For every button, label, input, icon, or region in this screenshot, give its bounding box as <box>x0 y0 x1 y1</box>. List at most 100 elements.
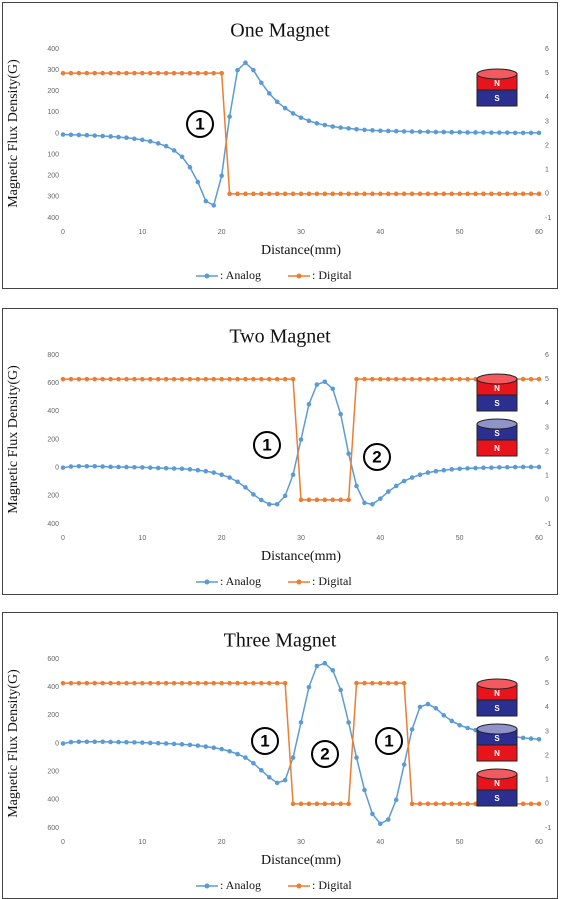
data-point <box>251 192 256 197</box>
data-point <box>77 133 82 138</box>
legend-marker <box>297 884 302 889</box>
data-point <box>402 479 407 484</box>
x-tick-label: 0 <box>61 839 65 846</box>
data-point <box>100 740 105 745</box>
data-point <box>251 68 256 73</box>
data-point <box>100 377 105 382</box>
data-point <box>465 192 470 197</box>
y-tick-label: 400 <box>47 215 59 222</box>
y2-tick-label: 3 <box>545 424 549 431</box>
data-point <box>473 466 478 471</box>
data-point <box>346 498 351 503</box>
magnet-pole: S <box>494 429 500 438</box>
data-point <box>188 165 193 170</box>
y2-tick-label: 6 <box>545 656 549 663</box>
data-point <box>386 129 391 134</box>
data-point <box>251 761 256 766</box>
data-point <box>85 377 90 382</box>
data-point <box>418 705 423 710</box>
data-point <box>211 470 216 475</box>
y-tick-label: 400 <box>47 684 59 691</box>
data-point <box>307 119 312 124</box>
annotation: 2 <box>320 744 329 763</box>
data-point <box>505 130 510 135</box>
data-point <box>505 192 510 197</box>
data-point <box>180 71 185 76</box>
annotation: 1 <box>195 114 204 133</box>
data-point <box>465 726 470 731</box>
data-point <box>362 788 367 793</box>
magnet-pole: S <box>494 399 500 408</box>
data-point <box>132 71 137 76</box>
data-point <box>299 437 304 442</box>
data-point <box>442 192 447 197</box>
y2-tick-label: 6 <box>545 352 549 359</box>
data-point <box>283 377 288 382</box>
data-point <box>196 71 201 76</box>
data-point <box>219 173 224 178</box>
data-point <box>521 131 526 136</box>
data-point <box>180 466 185 471</box>
data-point <box>100 71 105 76</box>
y-tick-label: 300 <box>47 194 59 201</box>
y2-tick-label: 1 <box>545 777 549 784</box>
x-tick-label: 0 <box>61 229 65 236</box>
data-point <box>481 130 486 135</box>
data-point <box>77 377 82 382</box>
data-point <box>497 130 502 135</box>
figure: One MagnetMagnetic Flux Density(G)Distan… <box>0 0 562 899</box>
data-point <box>394 798 399 803</box>
x-tick-label: 50 <box>456 839 464 846</box>
data-point <box>465 377 470 382</box>
data-point <box>164 681 169 686</box>
data-point <box>188 467 193 472</box>
data-point <box>132 377 137 382</box>
data-point <box>354 377 359 382</box>
data-point <box>410 802 415 807</box>
data-point <box>219 747 224 752</box>
data-point <box>291 192 296 197</box>
data-point <box>267 502 272 507</box>
legend-label: : Digital <box>312 268 352 282</box>
data-point <box>85 681 90 686</box>
y-tick-label: 800 <box>47 352 59 359</box>
data-point <box>243 755 248 760</box>
data-point <box>140 465 145 470</box>
data-point <box>362 501 367 506</box>
data-point <box>259 768 264 773</box>
y2-tick-label: 4 <box>545 400 549 407</box>
data-point <box>251 492 256 497</box>
data-point <box>457 802 462 807</box>
magnet-cap <box>477 419 517 429</box>
data-point <box>529 465 534 470</box>
data-point <box>529 131 534 136</box>
data-point <box>354 192 359 197</box>
data-point <box>307 402 312 407</box>
data-point <box>204 199 209 204</box>
data-point <box>315 498 320 503</box>
data-point <box>275 192 280 197</box>
data-point <box>124 465 129 470</box>
y2-tick-label: 2 <box>545 448 549 455</box>
data-point <box>180 377 185 382</box>
data-point <box>513 131 518 136</box>
data-point <box>346 126 351 131</box>
y-tick-label: 400 <box>47 797 59 804</box>
data-point <box>267 775 272 780</box>
data-point <box>529 192 534 197</box>
annotation: 2 <box>372 447 381 466</box>
data-point <box>204 681 209 686</box>
annotation: 1 <box>260 731 269 750</box>
data-point <box>69 132 74 137</box>
data-point <box>140 740 145 745</box>
data-point <box>394 681 399 686</box>
data-point <box>473 130 478 135</box>
magnet-pole: N <box>494 79 500 88</box>
data-point <box>61 377 66 382</box>
x-tick-label: 30 <box>297 229 305 236</box>
data-point <box>77 681 82 686</box>
data-point <box>132 136 137 141</box>
data-point <box>124 377 129 382</box>
legend-marker <box>205 580 210 585</box>
y2-tick-label: 5 <box>545 376 549 383</box>
